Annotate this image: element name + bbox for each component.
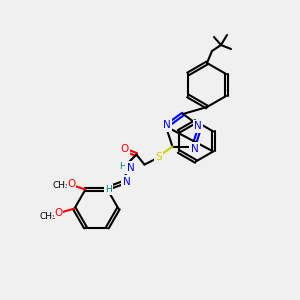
Text: O: O — [67, 178, 76, 188]
Text: CH₃: CH₃ — [52, 181, 69, 190]
Text: O: O — [120, 144, 128, 154]
Text: H: H — [105, 185, 112, 194]
Text: O: O — [52, 210, 61, 220]
Text: N: N — [163, 120, 171, 130]
Text: N: N — [191, 144, 199, 154]
Text: CH₃: CH₃ — [39, 212, 56, 221]
Text: N: N — [127, 163, 134, 172]
Text: N: N — [122, 177, 130, 187]
Text: O: O — [65, 178, 74, 188]
Text: S: S — [155, 152, 162, 162]
Text: N: N — [194, 122, 202, 131]
Text: O: O — [54, 208, 62, 218]
Text: H: H — [119, 162, 126, 171]
